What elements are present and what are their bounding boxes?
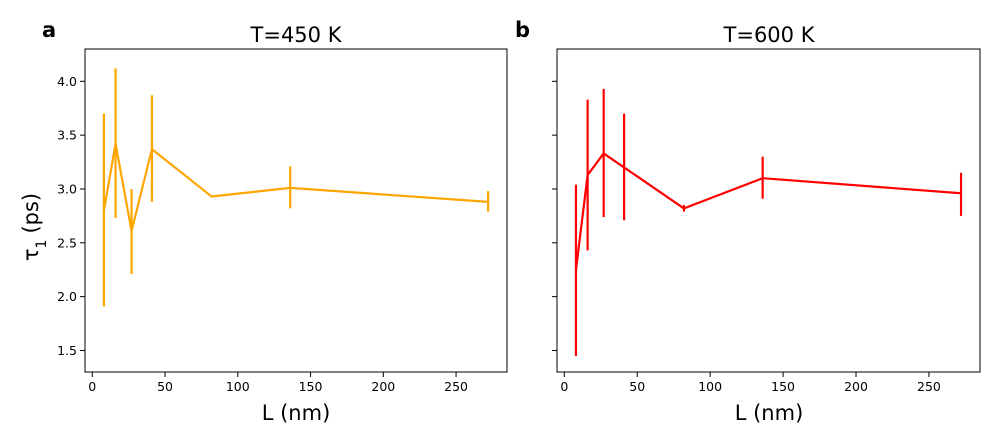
panel-a-letter: a xyxy=(42,18,56,42)
panel-a-ticks: 0 50 100 150 200 250 1.5 2.0 2.5 3.0 3.5 4.0 xyxy=(57,74,468,394)
panel-a-series-line xyxy=(102,143,489,232)
x-tick-label: 200 xyxy=(844,379,868,394)
x-tick-label: 150 xyxy=(771,379,795,394)
panel-b-ticks: 0 50 100 150 200 250 xyxy=(552,80,941,394)
y-tick-label: 1.5 xyxy=(57,343,77,358)
y-tick-label: 2.0 xyxy=(57,289,77,304)
ylabel-unit: (ps) xyxy=(19,193,43,234)
y-tick-label: 4.0 xyxy=(57,74,77,89)
panel-a-plot-frame xyxy=(84,48,508,373)
panel-b-xlabel: L (nm) xyxy=(735,401,804,425)
panel-b: b T=600 K 0 50 100 150 200 250 L (nm) xyxy=(515,18,981,425)
ylabel-subscript: 1 xyxy=(34,240,50,249)
panel-b-series-line xyxy=(574,151,962,270)
x-tick-label: 250 xyxy=(444,379,468,394)
y-tick-label: 3.0 xyxy=(57,181,77,196)
x-tick-label: 100 xyxy=(226,379,250,394)
panel-a-title: T=450 K xyxy=(250,23,343,47)
x-tick-label: 250 xyxy=(917,379,941,394)
x-tick-label: 100 xyxy=(698,379,722,394)
x-tick-label: 150 xyxy=(299,379,323,394)
x-tick-label: 50 xyxy=(629,379,645,394)
panel-b-letter: b xyxy=(515,18,530,42)
x-tick-label: 200 xyxy=(371,379,395,394)
panel-b-errorbars xyxy=(574,88,963,356)
x-tick-label: 50 xyxy=(157,379,173,394)
y-tick-label: 2.5 xyxy=(57,235,77,250)
x-tick-label: 0 xyxy=(560,379,568,394)
panel-a: a T=450 K 0 50 100 150 200 250 1.5 2.0 2.5 3.0 3.5… xyxy=(19,18,508,425)
y-tick-label: 3.5 xyxy=(57,128,77,143)
panel-a-xlabel: L (nm) xyxy=(262,401,331,425)
x-tick-label: 0 xyxy=(88,379,96,394)
panel-b-plot-frame xyxy=(556,48,981,373)
panel-b-title: T=600 K xyxy=(723,23,816,47)
panel-a-ylabel: τ1 (ps) xyxy=(19,193,50,261)
ylabel-symbol: τ xyxy=(19,248,43,261)
